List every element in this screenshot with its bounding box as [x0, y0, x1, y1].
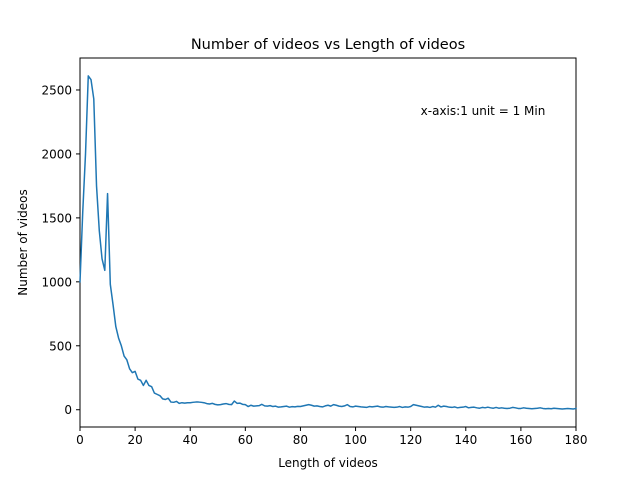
y-tick-label: 0	[64, 403, 72, 417]
x-axis-label: Length of videos	[278, 456, 378, 470]
x-tick-label: 40	[183, 433, 198, 447]
x-tick-label: 140	[454, 433, 477, 447]
chart-title: Number of videos vs Length of videos	[191, 37, 465, 53]
y-tick-label: 500	[49, 339, 72, 353]
y-tick-label: 1000	[41, 275, 72, 289]
chart-annotation: x-axis:1 unit = 1 Min	[421, 104, 546, 118]
y-tick-label: 2500	[41, 83, 72, 97]
x-tick-label: 160	[509, 433, 532, 447]
x-tick-label: 60	[238, 433, 253, 447]
y-axis-label: Number of videos	[16, 189, 30, 295]
x-tick-label: 80	[293, 433, 308, 447]
y-tick-label: 2000	[41, 147, 72, 161]
x-tick-label: 120	[399, 433, 422, 447]
x-tick-label: 20	[127, 433, 142, 447]
x-tick-label: 0	[76, 433, 84, 447]
x-tick-label: 180	[565, 433, 588, 447]
y-tick-label: 1500	[41, 211, 72, 225]
x-tick-label: 100	[344, 433, 367, 447]
